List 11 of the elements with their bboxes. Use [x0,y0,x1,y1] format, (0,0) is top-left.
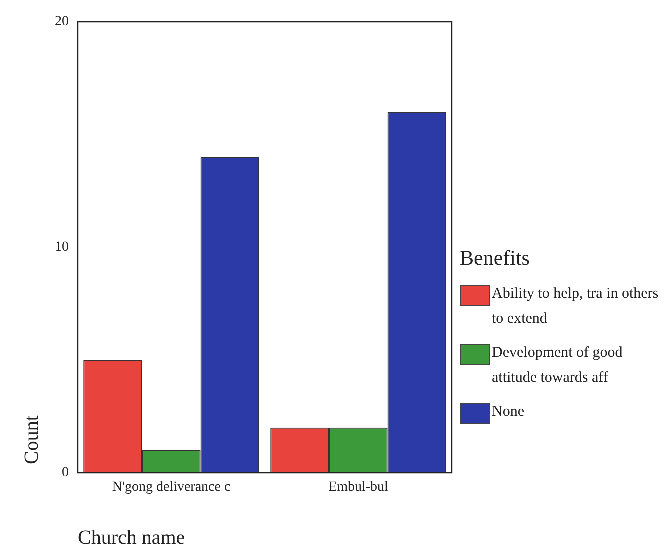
legend-label: None [492,403,526,422]
y-axis-title: Count [20,414,44,466]
legend-label: Ability to help, tra in others to extend [492,285,660,329]
y-tick-label: 10 [55,240,69,256]
legend-label: Development of good attitude towards aff [492,344,624,388]
x-tick-label: Embul-bul [328,480,389,496]
x-axis-title: Church name [78,527,186,550]
legend-title: Benefits [460,246,531,271]
y-tick-label: 0 [62,466,69,481]
x-tick-label: N'gong deliverance c [112,480,231,496]
y-tick-label: 20 [55,14,69,30]
